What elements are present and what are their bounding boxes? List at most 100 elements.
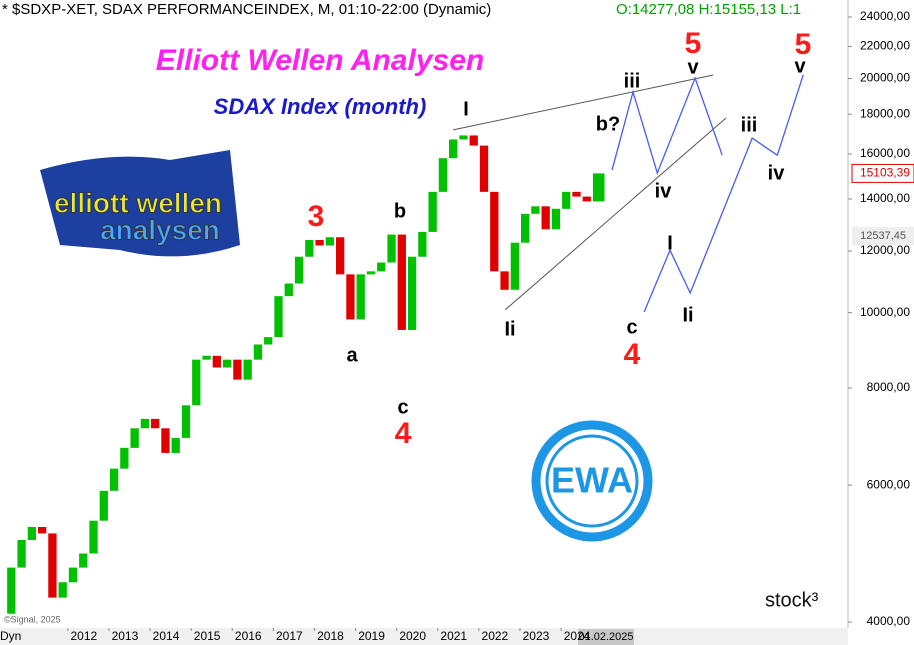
x-tick-label: 2014 <box>153 629 180 643</box>
candle <box>68 567 78 583</box>
candle <box>500 271 509 290</box>
chart-title: Elliott Wellen Analysen <box>156 44 484 77</box>
candle <box>572 191 581 197</box>
candle <box>140 418 150 429</box>
wave-label: b? <box>596 113 620 135</box>
ewa-logo-text: EWA <box>551 460 633 501</box>
wave-label: iv <box>768 162 786 184</box>
y-tick-label: 6000,00 <box>867 477 911 491</box>
candle <box>520 213 530 243</box>
logo-text: analysen <box>100 214 220 245</box>
candle <box>264 337 273 345</box>
logo: elliott wellen analysen <box>40 150 240 257</box>
header-ohlc: O:14277,08 H:15155,13 L:1 <box>616 1 801 18</box>
candle <box>387 234 396 263</box>
x-tick-label: 2012 <box>70 629 97 643</box>
y-tick-label: 14000,00 <box>860 191 910 205</box>
chart-subtitle: SDAX Index (month) <box>214 94 427 119</box>
candle <box>151 418 160 429</box>
candle <box>377 262 386 272</box>
candle <box>428 191 437 232</box>
candle <box>449 139 458 159</box>
y-tick-label: 20000,00 <box>860 71 910 85</box>
candle <box>99 490 108 521</box>
copyright: ©Signal, 2025 <box>4 614 61 624</box>
candle <box>171 437 180 453</box>
candle <box>346 274 355 320</box>
candle <box>294 256 304 284</box>
candle <box>397 234 406 330</box>
candle <box>243 359 252 380</box>
x-tick-label: 2013 <box>112 629 139 643</box>
y-axis-band <box>848 0 914 645</box>
candle <box>202 355 211 360</box>
y-tick-label: 22000,00 <box>860 39 910 53</box>
x-tick-label: 2017 <box>276 629 303 643</box>
logo-text: elliott wellen <box>54 187 222 218</box>
x-tick-label: 2023 <box>523 629 550 643</box>
trendline <box>504 117 727 311</box>
wave-label: Ii <box>682 304 693 326</box>
y-tick-label: 16000,00 <box>860 146 910 160</box>
x-tick-label: 2018 <box>317 629 344 643</box>
x-tick-label: 2021 <box>440 629 467 643</box>
x-tick-label: 2022 <box>482 629 509 643</box>
candle <box>510 242 519 290</box>
candle <box>181 405 191 438</box>
date-badge <box>578 629 634 645</box>
candle <box>58 582 67 598</box>
candle <box>192 359 201 406</box>
candle <box>305 239 314 257</box>
candle <box>48 533 57 598</box>
candle <box>7 567 16 614</box>
wave-label: I <box>667 232 673 254</box>
candle <box>356 274 365 320</box>
x-tick-label: 2016 <box>235 629 262 643</box>
y-tick-label: 24000,00 <box>860 9 910 23</box>
wave-label: v <box>794 55 806 77</box>
secondary-price-box <box>852 227 914 245</box>
candle <box>212 355 221 368</box>
candle <box>222 359 232 368</box>
y-tick-label: 12000,00 <box>860 243 910 257</box>
wave-label: 5 <box>685 27 702 60</box>
x-tick-label: 2015 <box>194 629 221 643</box>
candle <box>37 527 47 534</box>
x-tick-label: 2020 <box>399 629 426 643</box>
candle <box>582 196 591 202</box>
wave-label: v <box>687 56 699 78</box>
candle <box>161 428 170 453</box>
candle <box>592 173 605 202</box>
candle <box>418 231 427 257</box>
candle <box>89 520 98 554</box>
y-tick-label: 18000,00 <box>860 106 910 120</box>
candle <box>459 135 468 140</box>
candle <box>27 527 36 541</box>
candle <box>274 296 283 338</box>
candle <box>233 359 242 380</box>
candle <box>366 271 376 275</box>
candle <box>336 237 345 275</box>
wave-label: c <box>626 316 637 338</box>
candle <box>490 191 499 272</box>
wave-label: 4 <box>624 338 641 371</box>
candle <box>479 145 489 192</box>
wave-label: 4 <box>395 417 412 450</box>
wave-label: Ii <box>504 318 515 340</box>
candle <box>407 256 417 330</box>
candle <box>120 447 129 469</box>
wave-label: c <box>397 396 408 418</box>
wave-label: b <box>394 200 406 222</box>
secondary-price-label: 12537,45 <box>860 230 906 242</box>
wave-label: iv <box>655 180 673 202</box>
header-symbol: * $SDXP-XET, SDAX PERFORMANCEINDEX, M, 0… <box>2 1 491 18</box>
wave-label: iii <box>624 70 641 92</box>
candle <box>562 191 571 209</box>
logo-flag <box>40 150 240 257</box>
last-price-label: 15103,39 <box>860 166 910 180</box>
wave-label: a <box>346 344 358 366</box>
trendline <box>452 74 714 131</box>
candle <box>315 239 324 246</box>
wave-label: iii <box>741 114 758 136</box>
